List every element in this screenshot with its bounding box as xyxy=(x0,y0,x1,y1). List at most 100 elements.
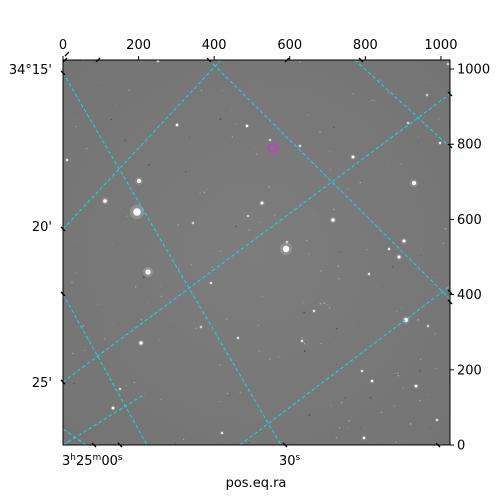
faint-star xyxy=(203,191,206,194)
faint-star xyxy=(334,342,336,343)
faint-star xyxy=(426,82,428,84)
world-tick xyxy=(447,289,453,295)
faint-star xyxy=(340,401,343,404)
faint-star xyxy=(328,151,330,153)
grid-line xyxy=(354,60,450,148)
faint-star xyxy=(307,114,309,117)
faint-star xyxy=(320,270,322,272)
faint-star xyxy=(124,139,127,141)
star xyxy=(301,340,303,342)
star xyxy=(370,379,374,383)
faint-star xyxy=(257,324,259,326)
faint-star xyxy=(379,79,382,81)
star xyxy=(397,255,401,259)
faint-star xyxy=(87,339,89,341)
faint-star xyxy=(212,249,214,251)
faint-star xyxy=(182,438,185,441)
star xyxy=(286,241,288,243)
faint-star xyxy=(329,169,332,171)
faint-star xyxy=(268,186,270,188)
faint-star xyxy=(330,405,332,407)
faint-star xyxy=(248,441,250,444)
faint-star xyxy=(83,349,86,352)
faint-star xyxy=(392,266,394,268)
world-tick xyxy=(435,442,441,448)
world-tick xyxy=(60,70,66,76)
faint-star xyxy=(442,242,445,245)
faint-star xyxy=(348,427,350,429)
faint-star xyxy=(287,425,289,427)
faint-star xyxy=(335,436,338,439)
dec-tick-label: 20' xyxy=(32,220,52,235)
faint-star xyxy=(160,295,163,298)
faint-star xyxy=(308,414,311,416)
faint-star xyxy=(365,248,368,251)
coordinate-grid xyxy=(63,60,450,445)
world-tick xyxy=(64,51,70,57)
faint-star xyxy=(64,61,66,63)
faint-star xyxy=(397,372,399,374)
faint-star xyxy=(191,264,193,266)
faint-star xyxy=(380,411,383,414)
target-marker[interactable] xyxy=(267,142,278,153)
faint-star xyxy=(146,301,149,304)
faint-star xyxy=(231,136,233,138)
faint-star xyxy=(352,93,354,95)
faint-star xyxy=(434,367,437,370)
right-tick-label: 400 xyxy=(457,288,482,303)
faint-star xyxy=(235,271,237,273)
faint-star xyxy=(133,381,136,384)
faint-star xyxy=(305,239,308,241)
faint-star xyxy=(359,181,362,184)
faint-star xyxy=(199,191,201,194)
faint-star xyxy=(394,372,396,374)
star xyxy=(192,222,194,224)
world-tick xyxy=(60,226,66,232)
star xyxy=(427,325,429,327)
faint-star xyxy=(417,136,419,138)
faint-star xyxy=(299,61,301,63)
faint-star xyxy=(379,226,381,228)
world-tick xyxy=(60,379,66,385)
faint-star xyxy=(373,99,376,101)
faint-star xyxy=(338,277,340,280)
faint-star xyxy=(336,363,338,365)
right-tick-label: 1000 xyxy=(457,63,490,78)
faint-star xyxy=(226,392,229,395)
faint-star xyxy=(219,118,222,120)
faint-star xyxy=(248,146,250,148)
grid-line xyxy=(208,60,450,300)
faint-star xyxy=(269,358,271,360)
faint-star xyxy=(71,281,73,284)
faint-star xyxy=(387,92,389,94)
faint-star xyxy=(303,350,306,352)
faint-star xyxy=(337,265,340,268)
world-tick xyxy=(282,442,288,448)
world-tick xyxy=(284,57,290,63)
star xyxy=(331,218,335,222)
star xyxy=(414,384,418,388)
top-tick-label: 0 xyxy=(59,38,67,53)
faint-star xyxy=(336,327,338,330)
faint-star xyxy=(175,442,176,444)
faint-star xyxy=(437,277,439,279)
faint-star xyxy=(177,267,180,270)
faint-star xyxy=(429,427,431,429)
star xyxy=(210,282,212,284)
faint-star xyxy=(66,441,69,444)
world-tick xyxy=(358,57,364,63)
faint-star xyxy=(235,123,237,125)
star xyxy=(175,123,179,127)
faint-star xyxy=(255,153,258,155)
faint-star xyxy=(301,336,304,339)
star xyxy=(412,181,416,185)
star xyxy=(66,159,68,161)
faint-star xyxy=(352,321,354,323)
x-axis-title: pos.eq.ra xyxy=(226,476,287,491)
faint-star xyxy=(75,125,77,128)
faint-star xyxy=(434,333,437,335)
star xyxy=(439,142,441,144)
faint-star xyxy=(371,99,373,101)
faint-star xyxy=(359,426,361,428)
star xyxy=(269,139,271,141)
